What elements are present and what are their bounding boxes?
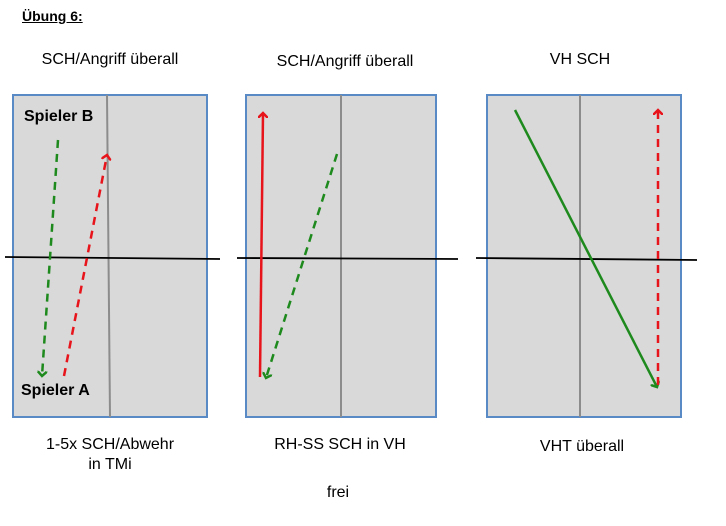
- panel-3-bottom-label: VHT überall: [539, 438, 625, 455]
- red-solid-arrow-panel-2: [260, 113, 263, 378]
- green-solid-arrow-panel-3: [513, 109, 657, 387]
- panel-2-top-label: SCH/Angriff überall: [276, 53, 414, 70]
- player-b-label: Spieler B: [24, 108, 94, 125]
- panel-1-top-label: SCH/Angriff überall: [41, 51, 179, 68]
- footer-label: frei: [326, 484, 350, 501]
- player-a-label: Spieler A: [21, 382, 90, 399]
- panel-3-top-label: VH SCH: [549, 51, 611, 68]
- exercise-title: Übung 6:: [22, 8, 83, 24]
- red-dashed-arrow-panel-1: [62, 155, 107, 377]
- panel-1-bottom-label-line1: 1-5x SCH/Abwehr: [45, 436, 175, 453]
- net-line-panel-2: [236, 257, 459, 260]
- green-dashed-arrow-panel-2: [266, 153, 339, 378]
- net-line-panel-3: [475, 257, 698, 261]
- panel-1-bottom-label-line2: in TMi: [88, 456, 132, 473]
- net-line-panel-1: [4, 256, 221, 260]
- center-line-panel-1: [106, 94, 111, 418]
- panel-2-bottom-label: RH-SS SCH in VH: [274, 436, 406, 453]
- table-panel-3: [486, 94, 682, 418]
- green-dashed-arrow-panel-1: [42, 139, 60, 376]
